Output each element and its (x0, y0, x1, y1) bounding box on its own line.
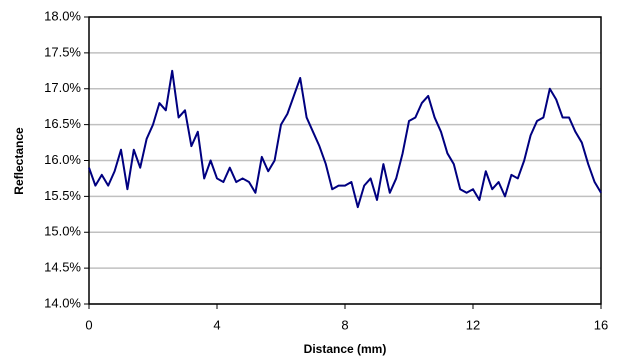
x-tick-label: 12 (466, 317, 480, 332)
x-axis-title: Distance (mm) (304, 342, 387, 356)
y-axis-title: Reflectance (12, 127, 26, 195)
y-tick-label: 15.5% (44, 188, 81, 203)
x-tick-label: 0 (85, 317, 92, 332)
y-tick-label: 16.5% (44, 116, 81, 131)
y-tick-label: 15.0% (44, 224, 81, 239)
y-tick-label: 16.0% (44, 152, 81, 167)
x-tick-label: 8 (341, 317, 348, 332)
x-tick-label: 4 (213, 317, 220, 332)
y-tick-label: 17.0% (44, 80, 81, 95)
y-tick-label: 14.0% (44, 295, 81, 310)
data-line (88, 69, 602, 209)
plot-border (88, 16, 602, 305)
y-tick-label: 14.5% (44, 260, 81, 275)
x-tick-label: 16 (594, 317, 608, 332)
y-tick-label: 17.5% (44, 44, 81, 59)
y-tick-label: 18.0% (44, 8, 81, 23)
